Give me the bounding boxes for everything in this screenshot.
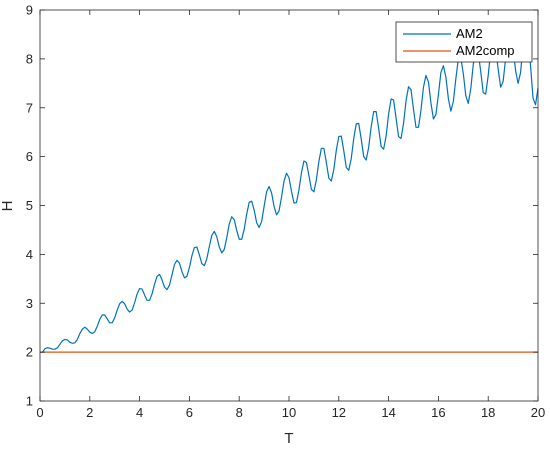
x-axis-label: T <box>284 430 293 447</box>
y-tick-label: 3 <box>26 296 33 311</box>
y-tick-label: 7 <box>26 100 33 115</box>
x-tick-label: 0 <box>36 405 43 420</box>
y-tick-label: 1 <box>26 394 33 409</box>
y-tick-label: 2 <box>26 345 33 360</box>
legend: AM2 AM2comp <box>395 21 533 63</box>
x-tick-label: 20 <box>531 405 545 420</box>
y-tick-label: 6 <box>26 149 33 164</box>
x-tick-label: 4 <box>136 405 143 420</box>
x-tick-label: 14 <box>381 405 395 420</box>
legend-label-am2: AM2 <box>456 26 483 41</box>
y-tick-label: 5 <box>26 198 33 213</box>
x-tick-label: 16 <box>431 405 445 420</box>
plot-background <box>40 10 538 401</box>
legend-label-am2comp: AM2comp <box>456 43 515 58</box>
y-axis-label: H <box>0 201 16 212</box>
legend-box <box>395 21 533 63</box>
x-tick-label: 10 <box>282 405 296 420</box>
x-tick-label: 6 <box>186 405 193 420</box>
y-tick-label: 4 <box>26 247 33 262</box>
x-tick-label: 8 <box>236 405 243 420</box>
series-line-am2 <box>40 25 539 353</box>
y-tick-label: 8 <box>26 51 33 66</box>
x-tick-label: 18 <box>481 405 495 420</box>
y-tick-label: 9 <box>26 3 33 18</box>
x-tick-label: 2 <box>86 405 93 420</box>
x-tick-label: 12 <box>332 405 346 420</box>
series-layer <box>40 25 539 353</box>
